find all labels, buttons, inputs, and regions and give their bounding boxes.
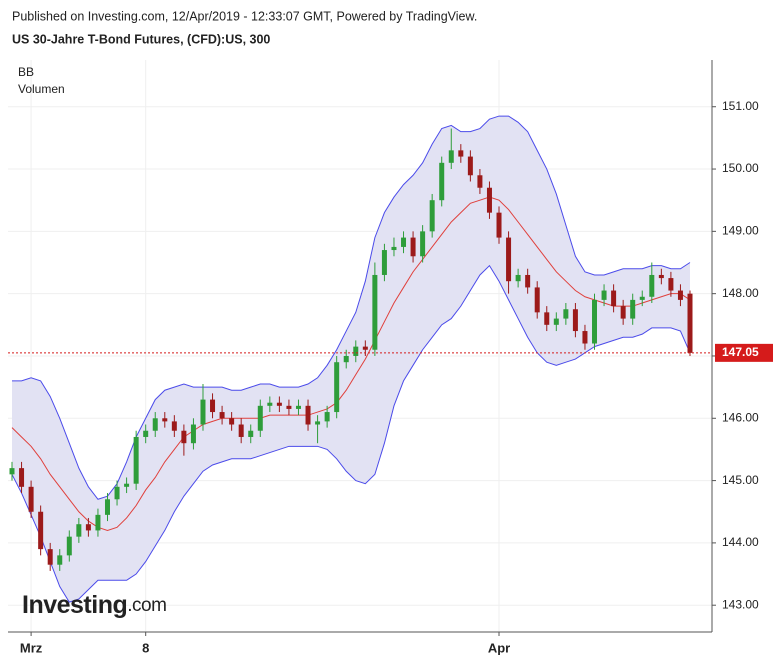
candle-body — [420, 231, 426, 257]
candle-body — [439, 162, 445, 201]
candle-body — [19, 468, 25, 487]
y-tick-label: 144.00 — [722, 535, 759, 549]
instrument-title: US 30-Jahre T-Bond Futures, (CFD):US, 30… — [12, 32, 270, 46]
candle-body — [391, 246, 397, 251]
candle-body — [515, 274, 521, 282]
candle-body — [582, 331, 588, 344]
candle-body — [57, 555, 63, 565]
candle-body — [162, 418, 168, 422]
candle-body — [649, 274, 655, 297]
candle-body — [668, 278, 674, 291]
candle-body — [200, 399, 206, 425]
candle-body — [572, 309, 578, 332]
candle-body — [630, 299, 636, 319]
watermark-brand: Investing — [22, 591, 127, 619]
candle-body — [257, 405, 263, 431]
candle-body — [229, 418, 235, 425]
candle-body — [496, 212, 502, 238]
candle-body — [305, 405, 311, 425]
candle-body — [85, 524, 91, 531]
candle-body — [592, 299, 598, 344]
candle-body — [76, 524, 82, 537]
band-middle — [11, 196, 691, 531]
y-tick-label: 150.00 — [722, 161, 759, 175]
candle-body — [486, 187, 492, 213]
candle-body — [124, 483, 130, 487]
candle-body — [563, 309, 569, 319]
candle-body — [286, 405, 292, 409]
candle-body — [534, 287, 540, 313]
candle-body — [658, 274, 664, 279]
candle-body — [620, 306, 626, 319]
plot-area: 143.00144.00145.00146.00147.00148.00149.… — [8, 60, 773, 655]
candle-body — [553, 318, 559, 325]
candle-body — [315, 421, 321, 425]
candle-body — [448, 150, 454, 163]
last-price-box — [715, 343, 773, 362]
candle-body — [133, 436, 139, 484]
candle-body — [429, 200, 435, 232]
candle-body — [295, 405, 301, 409]
candle-body — [171, 421, 177, 431]
candle-body — [95, 514, 101, 531]
indicator-label: BB — [18, 65, 34, 79]
candle-body — [458, 150, 464, 157]
candle-body — [362, 346, 368, 350]
y-tick-label: 148.00 — [722, 286, 759, 300]
candle-body — [611, 290, 617, 307]
candle-body — [381, 250, 387, 275]
candle-body — [181, 430, 187, 444]
candle-body — [334, 362, 340, 413]
x-tick-label: Apr — [488, 640, 510, 655]
y-tick-label: 151.00 — [722, 99, 759, 113]
y-tick-label: 145.00 — [722, 473, 759, 487]
candle-body — [639, 296, 645, 300]
candle-body — [143, 430, 149, 437]
candle-body — [248, 430, 254, 437]
candle-body — [324, 412, 330, 422]
candle-body — [210, 399, 216, 413]
candle-body — [687, 293, 693, 353]
y-tick-label: 149.00 — [722, 224, 759, 238]
band-line — [12, 115, 691, 500]
y-tick-label: 143.00 — [722, 597, 759, 611]
candle-body — [114, 486, 120, 500]
candle-body — [353, 346, 359, 356]
candle-body — [28, 486, 34, 512]
x-tick-label: 8 — [142, 640, 149, 655]
band-line — [11, 264, 691, 603]
candle-body — [506, 237, 512, 282]
candle-body — [104, 499, 110, 515]
candle-body — [190, 424, 196, 444]
candle-body — [219, 412, 225, 419]
candle-body — [66, 536, 72, 556]
last-price-label: 147.05 — [722, 345, 759, 359]
band-fill — [12, 116, 690, 603]
candle-body — [477, 175, 483, 188]
watermark-suffix: .com — [127, 595, 166, 616]
candle-body — [267, 402, 273, 406]
indicator-label: Volumen — [18, 82, 65, 96]
x-tick-label: Mrz — [20, 640, 43, 655]
candle-body — [467, 156, 473, 176]
candle-body — [343, 355, 349, 363]
candle-body — [544, 312, 550, 325]
candle-body — [276, 402, 282, 406]
candle-body — [47, 549, 53, 565]
candle-body — [410, 237, 416, 257]
candle-body — [238, 424, 244, 437]
candle-body — [372, 274, 378, 350]
candle-body — [525, 274, 531, 288]
candle-body — [677, 290, 683, 300]
published-note: Published on Investing.com, 12/Apr/2019 … — [12, 9, 477, 23]
watermark: Investing.com — [22, 591, 166, 619]
candle-body — [152, 418, 158, 431]
candle-body — [601, 290, 607, 300]
candle-body — [38, 511, 44, 550]
candle-body — [9, 468, 15, 475]
candle-body — [401, 237, 407, 247]
y-tick-label: 146.00 — [722, 410, 759, 424]
